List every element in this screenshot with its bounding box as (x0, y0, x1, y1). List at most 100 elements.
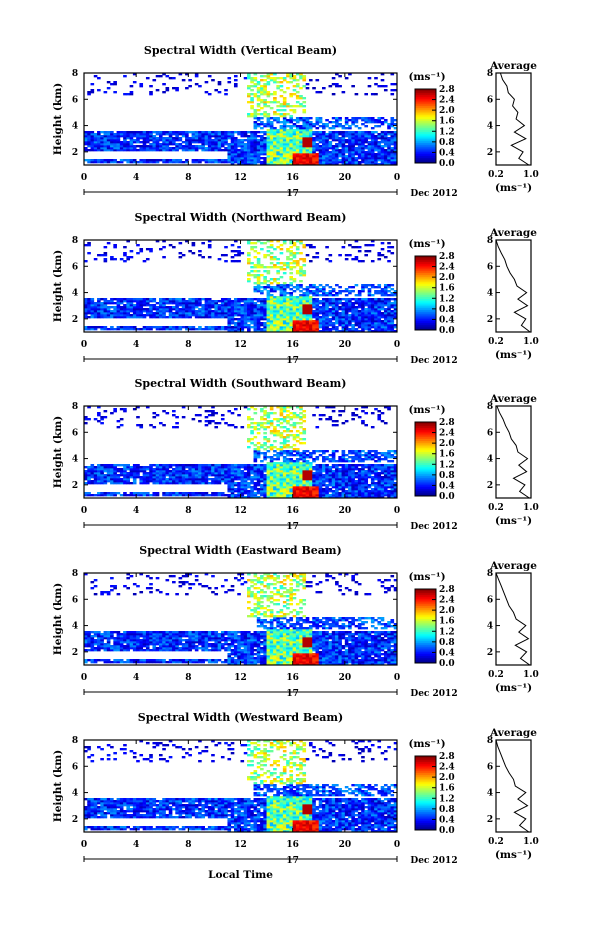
heatmap-cell (230, 300, 235, 303)
heatmap-cell (279, 89, 284, 92)
heatmap-cell (295, 157, 300, 160)
heatmap-cell (374, 304, 378, 307)
heatmap-cell (276, 133, 280, 136)
heatmap-cell (256, 490, 261, 493)
heatmap-cell (260, 474, 264, 477)
heatmap-cell (145, 328, 150, 331)
heatmap-cell (276, 81, 280, 84)
heatmap-cell (331, 127, 336, 130)
heatmap-cell (224, 310, 228, 313)
heatmap-cell (276, 320, 280, 323)
heatmap-cell (367, 328, 372, 331)
heatmap-cell (276, 484, 280, 487)
heatmap-cell (302, 157, 307, 160)
heatmap-cell (240, 157, 245, 160)
heatmap-cell (273, 264, 277, 267)
heatmap-cell (253, 115, 258, 118)
heatmap-cell (233, 468, 238, 471)
heatmap-cell (158, 326, 163, 329)
heatmap-cell (370, 143, 375, 146)
heatmap-cell (357, 330, 362, 333)
heatmap-cell (383, 284, 388, 287)
heatmap-cell (292, 129, 297, 132)
heatmap-cell (292, 328, 297, 331)
heatmap-cell (393, 163, 398, 166)
heatmap-cell (237, 318, 241, 321)
heatmap-cell (279, 85, 284, 88)
heatmap-cell (315, 302, 320, 305)
heatmap-cell (279, 300, 284, 303)
heatmap-cell (380, 326, 385, 329)
heatmap-cell (335, 292, 339, 295)
heatmap-cell (145, 472, 150, 475)
heatmap-cell (348, 147, 352, 150)
heatmap-cell (224, 328, 228, 331)
heatmap-cell (126, 133, 130, 136)
heatmap-cell (338, 308, 342, 311)
heatmap-cell (302, 141, 307, 144)
heatmap-cell (247, 318, 251, 321)
heatmap-cell (230, 139, 235, 142)
heatmap-cell (387, 316, 391, 319)
heatmap-cell (103, 470, 108, 473)
heatmap-cell (237, 161, 241, 164)
heatmap-cell (302, 119, 307, 122)
heatmap-cell (328, 155, 333, 158)
heatmap-cell (253, 298, 258, 301)
heatmap-cell (338, 145, 342, 148)
heatmap-cell (230, 147, 235, 150)
heatmap-cell (318, 145, 323, 148)
heatmap-cell (139, 83, 144, 86)
heatmap-cell (211, 161, 215, 164)
heatmap-cell (315, 310, 320, 313)
heatmap-cell (380, 79, 385, 82)
heatmap-cell (302, 272, 307, 275)
heatmap-cell (162, 306, 166, 309)
heatmap-cell (364, 153, 369, 156)
heatmap-cell (178, 300, 183, 303)
heatmap-cell (367, 308, 372, 311)
heatmap-cell (145, 258, 150, 261)
heatmap-cell (390, 141, 395, 144)
heatmap-cell (90, 476, 95, 479)
heatmap-cell (113, 141, 117, 144)
heatmap-cell (390, 322, 395, 325)
heatmap-cell (282, 91, 287, 94)
heatmap-cell (224, 312, 228, 315)
heatmap-cell (299, 258, 303, 261)
heatmap-cell (155, 314, 160, 317)
heatmap-cell (263, 161, 267, 164)
heatmap-cell (191, 470, 196, 473)
heatmap-cell (123, 480, 127, 483)
heatmap-cell (116, 141, 121, 144)
heatmap-cell (390, 284, 395, 287)
heatmap-cell (149, 85, 153, 88)
heatmap-cell (132, 73, 137, 76)
heatmap-cell (292, 330, 297, 333)
heatmap-cell (198, 312, 202, 315)
heatmap-cell (227, 302, 232, 305)
heatmap-cell (289, 488, 294, 491)
heatmap-cell (279, 286, 284, 289)
heatmap-cell (237, 308, 241, 311)
heatmap-cell (172, 414, 176, 417)
heatmap-cell (279, 125, 284, 128)
heatmap-cell (139, 476, 144, 479)
heatmap-cell (273, 330, 277, 333)
heatmap-cell (276, 85, 280, 88)
heatmap-cell (201, 149, 205, 152)
heatmap-cell (158, 476, 163, 479)
heatmap-cell (292, 125, 297, 128)
heatmap-cell (282, 458, 287, 461)
heatmap-cell (370, 240, 375, 243)
heatmap-cell (374, 159, 378, 162)
heatmap-cell (393, 330, 398, 333)
heatmap-cell (341, 304, 346, 307)
heatmap-cell (383, 131, 388, 134)
heatmap-cell (289, 302, 294, 305)
heatmap-cell (165, 306, 170, 309)
heatmap-cell (279, 406, 284, 409)
heatmap-cell (295, 149, 300, 152)
heatmap-cell (207, 468, 212, 471)
heatmap-cell (113, 476, 117, 479)
